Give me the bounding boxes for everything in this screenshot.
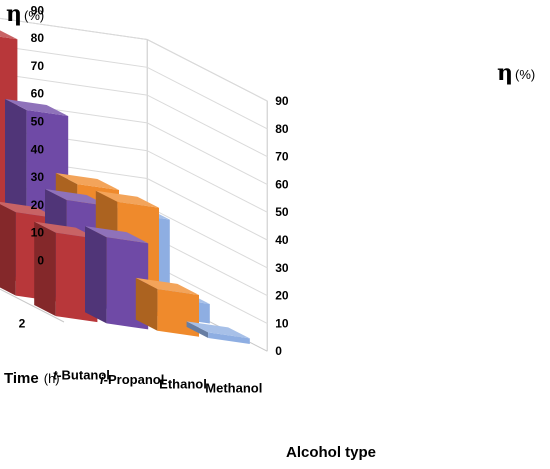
right-z-tick-label: 0 xyxy=(275,344,282,358)
right-z-tick-label: 90 xyxy=(275,94,289,108)
category-label: t-Butanol xyxy=(53,368,110,383)
bar-side-face xyxy=(85,226,107,324)
right-z-tick-label: 60 xyxy=(275,177,289,191)
left-z-tick-label: 50 xyxy=(31,115,45,129)
category-label: Ethanol xyxy=(159,376,207,391)
bar-top-face xyxy=(45,189,109,206)
left-z-tick-label: 0 xyxy=(37,254,44,268)
time-axis-title: Time (h) xyxy=(4,370,60,387)
right-z-tick-label: 20 xyxy=(275,289,289,303)
bar-top-face xyxy=(0,30,18,40)
time-axis-unit: (h) xyxy=(44,371,60,386)
time-axis-title-text: Time xyxy=(4,370,39,387)
category-label-prefix: t xyxy=(53,368,58,383)
gridline xyxy=(0,17,268,102)
category-label-prefix: i xyxy=(100,372,104,387)
bar-top-face xyxy=(55,173,119,190)
bar-top-face xyxy=(186,321,250,339)
category-label: Methanol xyxy=(205,381,262,396)
right-z-tick-label: 10 xyxy=(275,316,289,330)
bar-top-face xyxy=(5,99,69,116)
bar-front-face xyxy=(208,332,250,344)
left-z-tick-label: 90 xyxy=(31,3,45,17)
bar-top-face xyxy=(95,190,159,208)
alcohol-axis-title: Alcohol type xyxy=(286,444,376,461)
bar-side-face xyxy=(186,321,209,338)
time-tick-label: 2 xyxy=(19,317,26,331)
right-z-tick-label: 70 xyxy=(275,150,289,164)
chart-bars xyxy=(0,30,250,344)
left-z-tick-label: 80 xyxy=(31,31,45,45)
category-label-text: Methanol xyxy=(205,381,262,396)
left-z-tick-label: 40 xyxy=(31,142,45,156)
chart-labels: 0010102020303040405050606070708080909064… xyxy=(19,3,289,396)
right-z-tick-label: 40 xyxy=(275,233,289,247)
category-label: i-Propanol xyxy=(100,372,164,387)
left-z-tick-label: 30 xyxy=(31,170,45,184)
right-z-tick-label: 50 xyxy=(275,205,289,219)
right-axis-symbol: η xyxy=(497,60,513,86)
bar-side-face xyxy=(0,204,16,296)
left-axis-symbol: η xyxy=(6,1,22,27)
left-axis-unit: (%) xyxy=(24,8,44,23)
left-z-tick-label: 60 xyxy=(31,87,45,101)
right-z-tick-label: 80 xyxy=(275,122,289,136)
bar-top-face xyxy=(135,277,199,295)
bar-top-face xyxy=(34,221,98,239)
bar-side-face xyxy=(34,221,56,317)
left-z-tick-label: 10 xyxy=(31,226,45,240)
bar xyxy=(186,321,250,344)
bar-top-face xyxy=(85,226,149,244)
left-z-tick-label: 20 xyxy=(31,198,45,212)
category-label-text: Ethanol xyxy=(159,376,207,391)
category-label-text: -Propanol xyxy=(104,372,165,387)
bar-top-face xyxy=(0,201,58,219)
right-axis-unit: (%) xyxy=(515,67,535,82)
bar-side-face xyxy=(135,277,158,331)
left-z-tick-label: 70 xyxy=(31,59,45,73)
right-z-tick-label: 30 xyxy=(275,261,289,275)
category-label-text: -Butanol xyxy=(57,368,110,383)
